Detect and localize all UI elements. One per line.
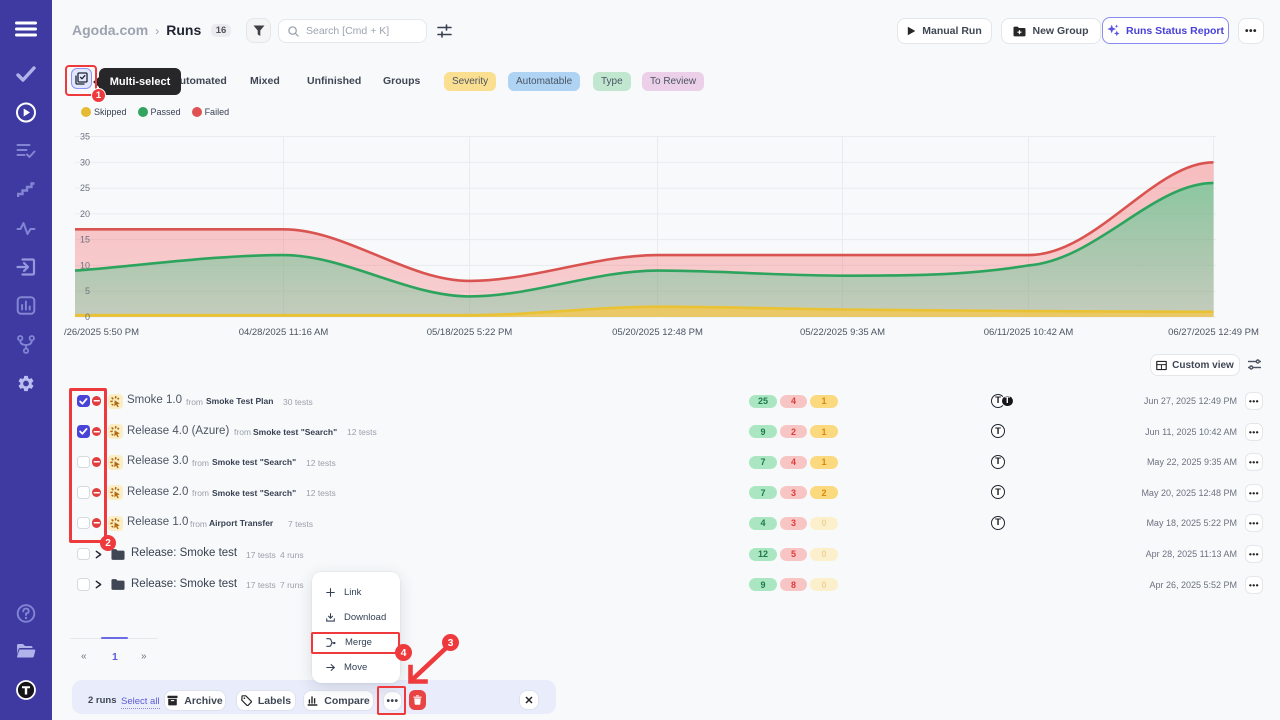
svg-text:20: 20 <box>80 209 90 219</box>
svg-text:05/20/2025 12:48 PM: 05/20/2025 12:48 PM <box>612 327 703 338</box>
svg-text:0: 0 <box>85 312 90 322</box>
svg-text:/26/2025 5:50 PM: /26/2025 5:50 PM <box>64 327 139 338</box>
svg-text:05/22/2025 9:35 AM: 05/22/2025 9:35 AM <box>800 327 885 338</box>
svg-text:15: 15 <box>80 235 90 245</box>
svg-text:10: 10 <box>80 260 90 270</box>
svg-text:5: 5 <box>85 286 90 296</box>
svg-text:25: 25 <box>80 183 90 193</box>
svg-text:06/27/2025 12:49 PM: 06/27/2025 12:49 PM <box>1168 327 1259 338</box>
svg-text:04/28/2025 11:16 AM: 04/28/2025 11:16 AM <box>239 327 329 338</box>
svg-text:30: 30 <box>80 157 90 167</box>
svg-text:35: 35 <box>80 132 90 142</box>
svg-text:05/18/2025 5:22 PM: 05/18/2025 5:22 PM <box>427 327 513 338</box>
svg-text:06/11/2025 10:42 AM: 06/11/2025 10:42 AM <box>984 327 1074 338</box>
